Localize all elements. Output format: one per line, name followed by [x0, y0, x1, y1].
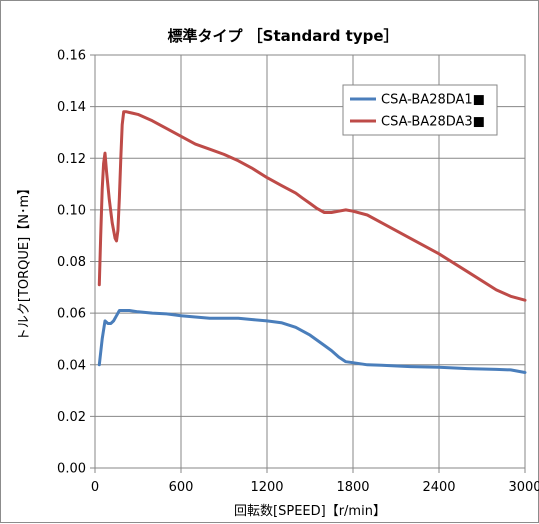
- x-tick-label: 0: [91, 480, 99, 495]
- y-tick-label: 0.04: [57, 358, 86, 373]
- y-tick-label: 0.08: [57, 255, 86, 270]
- y-tick-label: 0.10: [57, 203, 86, 218]
- series-line-1: [97, 309, 527, 374]
- y-axis-ticks: 0.00 0.02 0.04 0.06 0.08 0.10 0.12 0.14 0.16: [57, 49, 95, 477]
- legend-label-2: CSA-BA28DA3■: [381, 115, 485, 130]
- legend-box: [342, 84, 498, 136]
- y-tick-label: 0.00: [57, 462, 86, 477]
- chart-title: 標準タイプ ［Standard type］: [167, 27, 398, 45]
- x-tick-label: 3000: [508, 480, 539, 495]
- x-axis-ticks: 0 600 1200 1800 2400 3000: [91, 468, 539, 495]
- series-lines: [97, 110, 527, 374]
- y-tick-label: 0.16: [57, 49, 86, 64]
- x-tick-label: 600: [169, 480, 194, 495]
- y-tick-label: 0.12: [57, 152, 86, 167]
- y-tick-label: 0.06: [57, 307, 86, 322]
- x-tick-label: 2400: [422, 480, 455, 495]
- y-axis-label: トルク[TORQUE]【N･m】: [17, 182, 32, 341]
- gridlines: [94, 54, 526, 469]
- x-tick-label: 1800: [336, 480, 369, 495]
- y-tick-label: 0.14: [57, 100, 86, 115]
- y-tick-label: 0.02: [57, 410, 86, 425]
- legend: CSA-BA28DA1■ CSA-BA28DA3■: [342, 84, 498, 136]
- series-line-2: [97, 110, 527, 302]
- x-axis-label: 回転数[SPEED]【r/min】: [234, 504, 386, 519]
- legend-label-1: CSA-BA28DA1■: [381, 93, 485, 108]
- x-tick-label: 1200: [250, 480, 283, 495]
